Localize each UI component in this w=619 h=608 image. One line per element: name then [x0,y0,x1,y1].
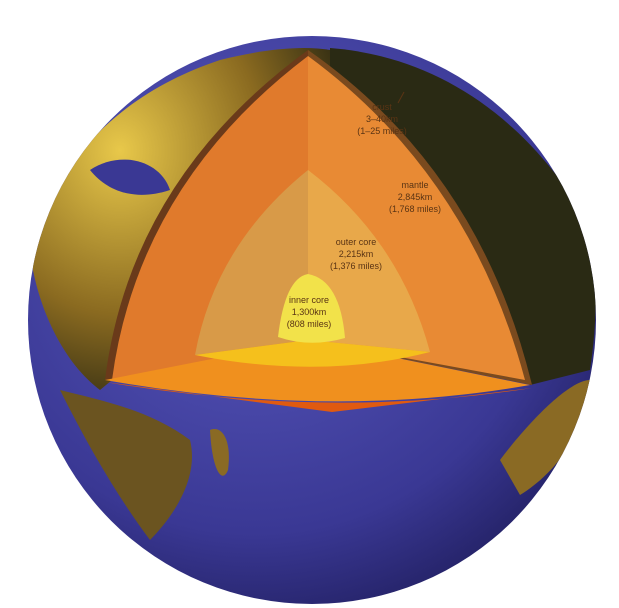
inner-core-label: inner core [289,295,329,305]
mantle-miles: (1,768 miles) [389,204,441,214]
mantle-depth: 2,845km [398,192,433,202]
outer-core-floor [195,340,430,367]
crust-miles: (1–25 miles) [357,126,407,136]
outer-core-miles: (1,376 miles) [330,261,382,271]
crust-pointer [397,91,405,104]
mantle-label: mantle [401,180,428,190]
inner-core-depth: 1,300km [292,307,327,317]
labels: crust 3–40km (1–25 miles) mantle 2,845km… [287,102,441,329]
outer-core-depth: 2,215km [339,249,374,259]
mantle-floor [105,340,530,402]
cutaway [105,50,532,412]
inner-core-miles: (808 miles) [287,319,332,329]
inner-core [278,274,345,343]
crust-depth: 3–40km [366,114,398,124]
outer-core-left [195,170,308,355]
outer-core-label: outer core [336,237,377,247]
crust-label: crust [372,102,392,112]
crust-edge [105,382,532,412]
